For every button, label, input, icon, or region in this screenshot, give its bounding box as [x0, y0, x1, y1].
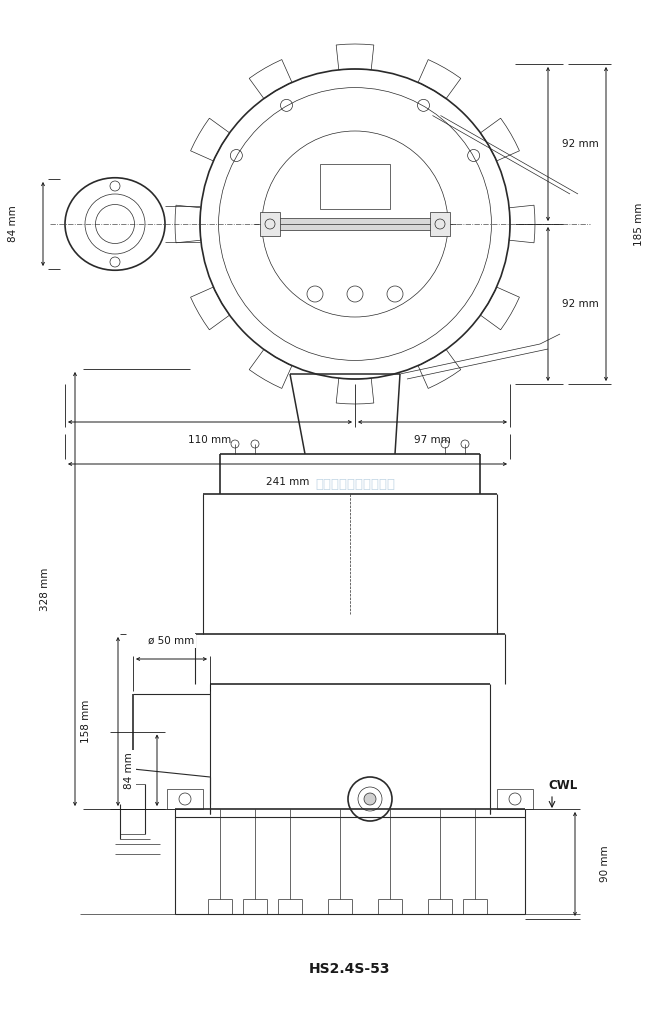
Bar [265, 218, 445, 230]
Text: 328 mm: 328 mm [40, 567, 50, 610]
Bar [260, 212, 280, 236]
Text: HS2.4S-53: HS2.4S-53 [309, 962, 391, 976]
Circle shape [364, 793, 376, 805]
Text: CWL: CWL [548, 779, 577, 792]
Text: 241 mm: 241 mm [266, 477, 309, 487]
Text: ø 50 mm: ø 50 mm [148, 636, 195, 646]
Text: 92 mm: 92 mm [562, 299, 598, 309]
Text: 84 mm: 84 mm [8, 206, 18, 243]
Text: 158 mm: 158 mm [81, 699, 91, 743]
Bar [430, 212, 450, 236]
Bar [320, 164, 390, 209]
Text: 110 mm: 110 mm [188, 435, 232, 445]
Bar [497, 790, 533, 809]
Text: 三寶五金機械有限公司: 三寶五金機械有限公司 [315, 477, 395, 490]
Bar [167, 790, 203, 809]
Text: 84 mm: 84 mm [124, 752, 134, 788]
Text: 92 mm: 92 mm [562, 139, 598, 150]
Text: 97 mm: 97 mm [414, 435, 451, 445]
Text: 185 mm: 185 mm [634, 203, 644, 246]
Text: 90 mm: 90 mm [600, 846, 610, 883]
